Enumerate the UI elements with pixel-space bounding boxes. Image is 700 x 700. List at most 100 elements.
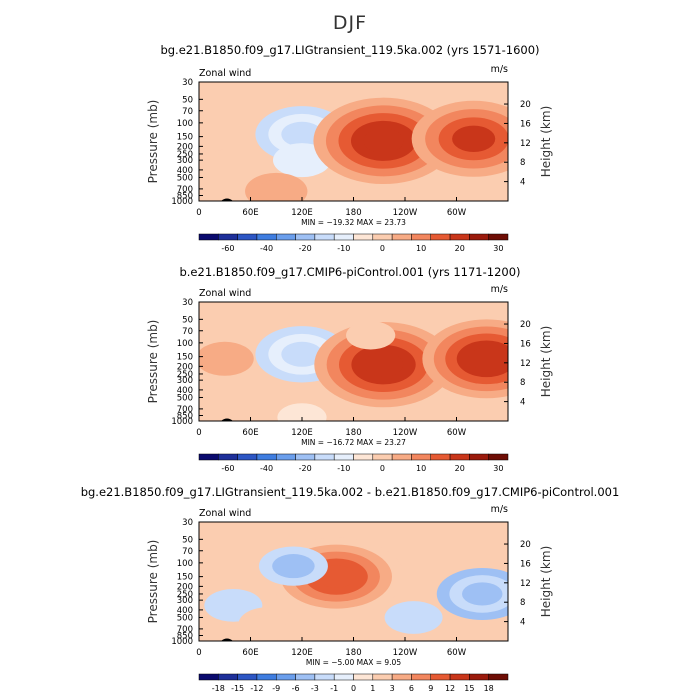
panel-3-contour-5-2 xyxy=(249,613,286,634)
panel-2-y2label: Height (km) xyxy=(539,326,553,397)
panel-1-colorbar-box xyxy=(237,233,258,241)
panel-2-y2tick-label: 4 xyxy=(520,398,525,408)
panel-3-colorbar-box xyxy=(488,673,509,681)
panel-2-colorbar-box xyxy=(372,453,393,461)
panel-3-field xyxy=(204,537,508,641)
panel-3-units-label: m/s xyxy=(491,504,508,515)
panel-2-colorbar-box xyxy=(198,453,219,461)
panel-2-colorbar-label: 20 xyxy=(455,464,465,473)
panel-3-xtick-label: 120E xyxy=(291,648,313,658)
panel-2-colorbar-label: -20 xyxy=(299,464,312,473)
panel-1-ytick-label: 1000 xyxy=(171,197,193,207)
panel-1-colorbar-label: 20 xyxy=(455,244,465,253)
panel-2-ytick-label: 700 xyxy=(177,405,193,415)
panel-1-contour-5-1 xyxy=(199,121,235,153)
panel-2-colorbar-box xyxy=(218,453,238,461)
panel-3-colorbar-label: -9 xyxy=(272,684,280,693)
panel-3-terrain xyxy=(221,638,233,641)
panel-3-ytick-label: 400 xyxy=(177,606,193,616)
panel-1-xtick-label: 120W xyxy=(393,208,418,218)
panel-3-colorbar-box xyxy=(411,673,431,681)
panel-3-contour-4-2 xyxy=(215,595,252,616)
panel-1-ytick-label: 30 xyxy=(182,78,193,88)
panel-2-contour-1-3 xyxy=(281,341,323,367)
panel-1-colorbar-box xyxy=(469,233,489,241)
panel-3-xtick-label: 120W xyxy=(393,648,418,658)
panel-1-units-label: m/s xyxy=(491,64,508,75)
panel-2-contour-2-5 xyxy=(363,352,404,377)
panel-2-field xyxy=(199,319,508,421)
panel-2-ytick-label: 150 xyxy=(177,353,193,363)
panel-1-xtick-label: 60E xyxy=(242,208,258,218)
panel-3-ytick-label: 700 xyxy=(177,625,193,635)
panel-2-contour-4-1 xyxy=(199,341,254,376)
panel-2-ytick-label: 850 xyxy=(177,411,193,421)
panel-3-xtick-label: 0 xyxy=(196,648,201,658)
panel-1-stats: MIN = −19.32 MAX = 23.73 xyxy=(301,218,406,227)
panel-3-colorbar-label: -3 xyxy=(311,684,319,693)
panel-3-ytick-label: 100 xyxy=(177,559,193,569)
panel-3-ytick-label: 30 xyxy=(182,518,193,528)
panel-3-ytick-label: 250 xyxy=(177,590,193,600)
panel-3-colorbar-label: -15 xyxy=(231,684,244,693)
panel-1-colorbar-box xyxy=(430,233,451,241)
panel-1-ytick-label: 250 xyxy=(177,150,193,160)
panel-3-colorbar-box xyxy=(372,673,393,681)
panel-2-colorbar-label: 10 xyxy=(416,464,426,473)
panel-2-contour-5-1 xyxy=(346,321,396,350)
panel-2-xtick-label: 60E xyxy=(242,428,258,438)
panel-3-colorbar-label: 1 xyxy=(370,684,375,693)
panel-2-ytick-label: 50 xyxy=(182,315,193,325)
panel-3-ytick-label: 150 xyxy=(177,573,193,583)
panel-2-colorbar-box xyxy=(353,453,374,461)
panel-3-colorbar-label: 6 xyxy=(409,684,414,693)
panel-3-colorbar-box xyxy=(237,673,258,681)
panel-2-ytick-label: 300 xyxy=(177,376,193,386)
panel-2-xtick-label: 60W xyxy=(447,428,467,438)
panel-2-ytick-label: 250 xyxy=(177,370,193,380)
panel-3-ytick-label: 500 xyxy=(177,613,193,623)
panel-2-colorbar-box xyxy=(488,453,509,461)
panel-2-xtick-label: 180 xyxy=(345,428,361,438)
panel-1-ytick-label: 850 xyxy=(177,191,193,201)
panel-2-y2tick-label: 12 xyxy=(520,359,531,369)
panel-1-ytick-label: 150 xyxy=(177,133,193,143)
panel-1-y2tick-label: 16 xyxy=(520,119,531,129)
panel-1-colorbar-box xyxy=(411,233,431,241)
panel-3-colorbar-box xyxy=(391,673,412,681)
panel-2-ytick-label: 70 xyxy=(182,327,193,337)
panel-3-colorbar-label: 3 xyxy=(390,684,395,693)
panel-1-colorbar-label: -10 xyxy=(337,244,350,253)
panel-1-title: bg.e21.B1850.f09_g17.LIGtransient_119.5k… xyxy=(160,43,540,57)
panel-1-colorbar-label: 0 xyxy=(380,244,385,253)
panel-3-colorbar-label: 9 xyxy=(428,684,433,693)
panel-3-ytick-label: 50 xyxy=(182,535,193,545)
panel-3-colorbar-box xyxy=(276,673,296,681)
panel-3-y2tick-label: 12 xyxy=(520,579,531,589)
panel-3-colorbar-label: 18 xyxy=(484,684,494,693)
panel-3-contour-2-3 xyxy=(462,582,503,606)
panel-1-ytick-label: 300 xyxy=(177,156,193,166)
panel-1-colorbar-box xyxy=(256,233,277,241)
panel-3-ytick-label: 200 xyxy=(177,582,193,592)
panel-2-colorbar-label: 30 xyxy=(493,464,503,473)
panel-2-stats: MIN = −16.72 MAX = 23.27 xyxy=(301,438,406,447)
panel-2-field-label: Zonal wind xyxy=(199,288,251,299)
panel-1-xtick-label: 120E xyxy=(291,208,313,218)
panel-3-title: bg.e21.B1850.f09_g17.LIGtransient_119.5k… xyxy=(80,485,620,499)
panel-2-y2tick-label: 8 xyxy=(520,378,525,388)
panel-1-ytick-label: 70 xyxy=(182,107,193,117)
panel-3-colorbar-box xyxy=(449,673,470,681)
panel-1-contour-3-5 xyxy=(363,128,404,154)
panel-2-ytick-label: 100 xyxy=(177,339,193,349)
panel-3-colorbar-box xyxy=(353,673,374,681)
panel-1-terrain xyxy=(221,198,233,201)
panel-3-y2tick-label: 20 xyxy=(520,540,531,550)
panel-1-colorbar-label: 30 xyxy=(493,244,503,253)
panel-3-colorbar-box xyxy=(314,673,335,681)
panel-3-stats: MIN = −5.00 MAX = 9.05 xyxy=(306,658,401,667)
panel-2-colorbar-box xyxy=(314,453,335,461)
panel-3-xtick-label: 60W xyxy=(447,648,467,658)
panel-3-colorbar-box xyxy=(218,673,238,681)
